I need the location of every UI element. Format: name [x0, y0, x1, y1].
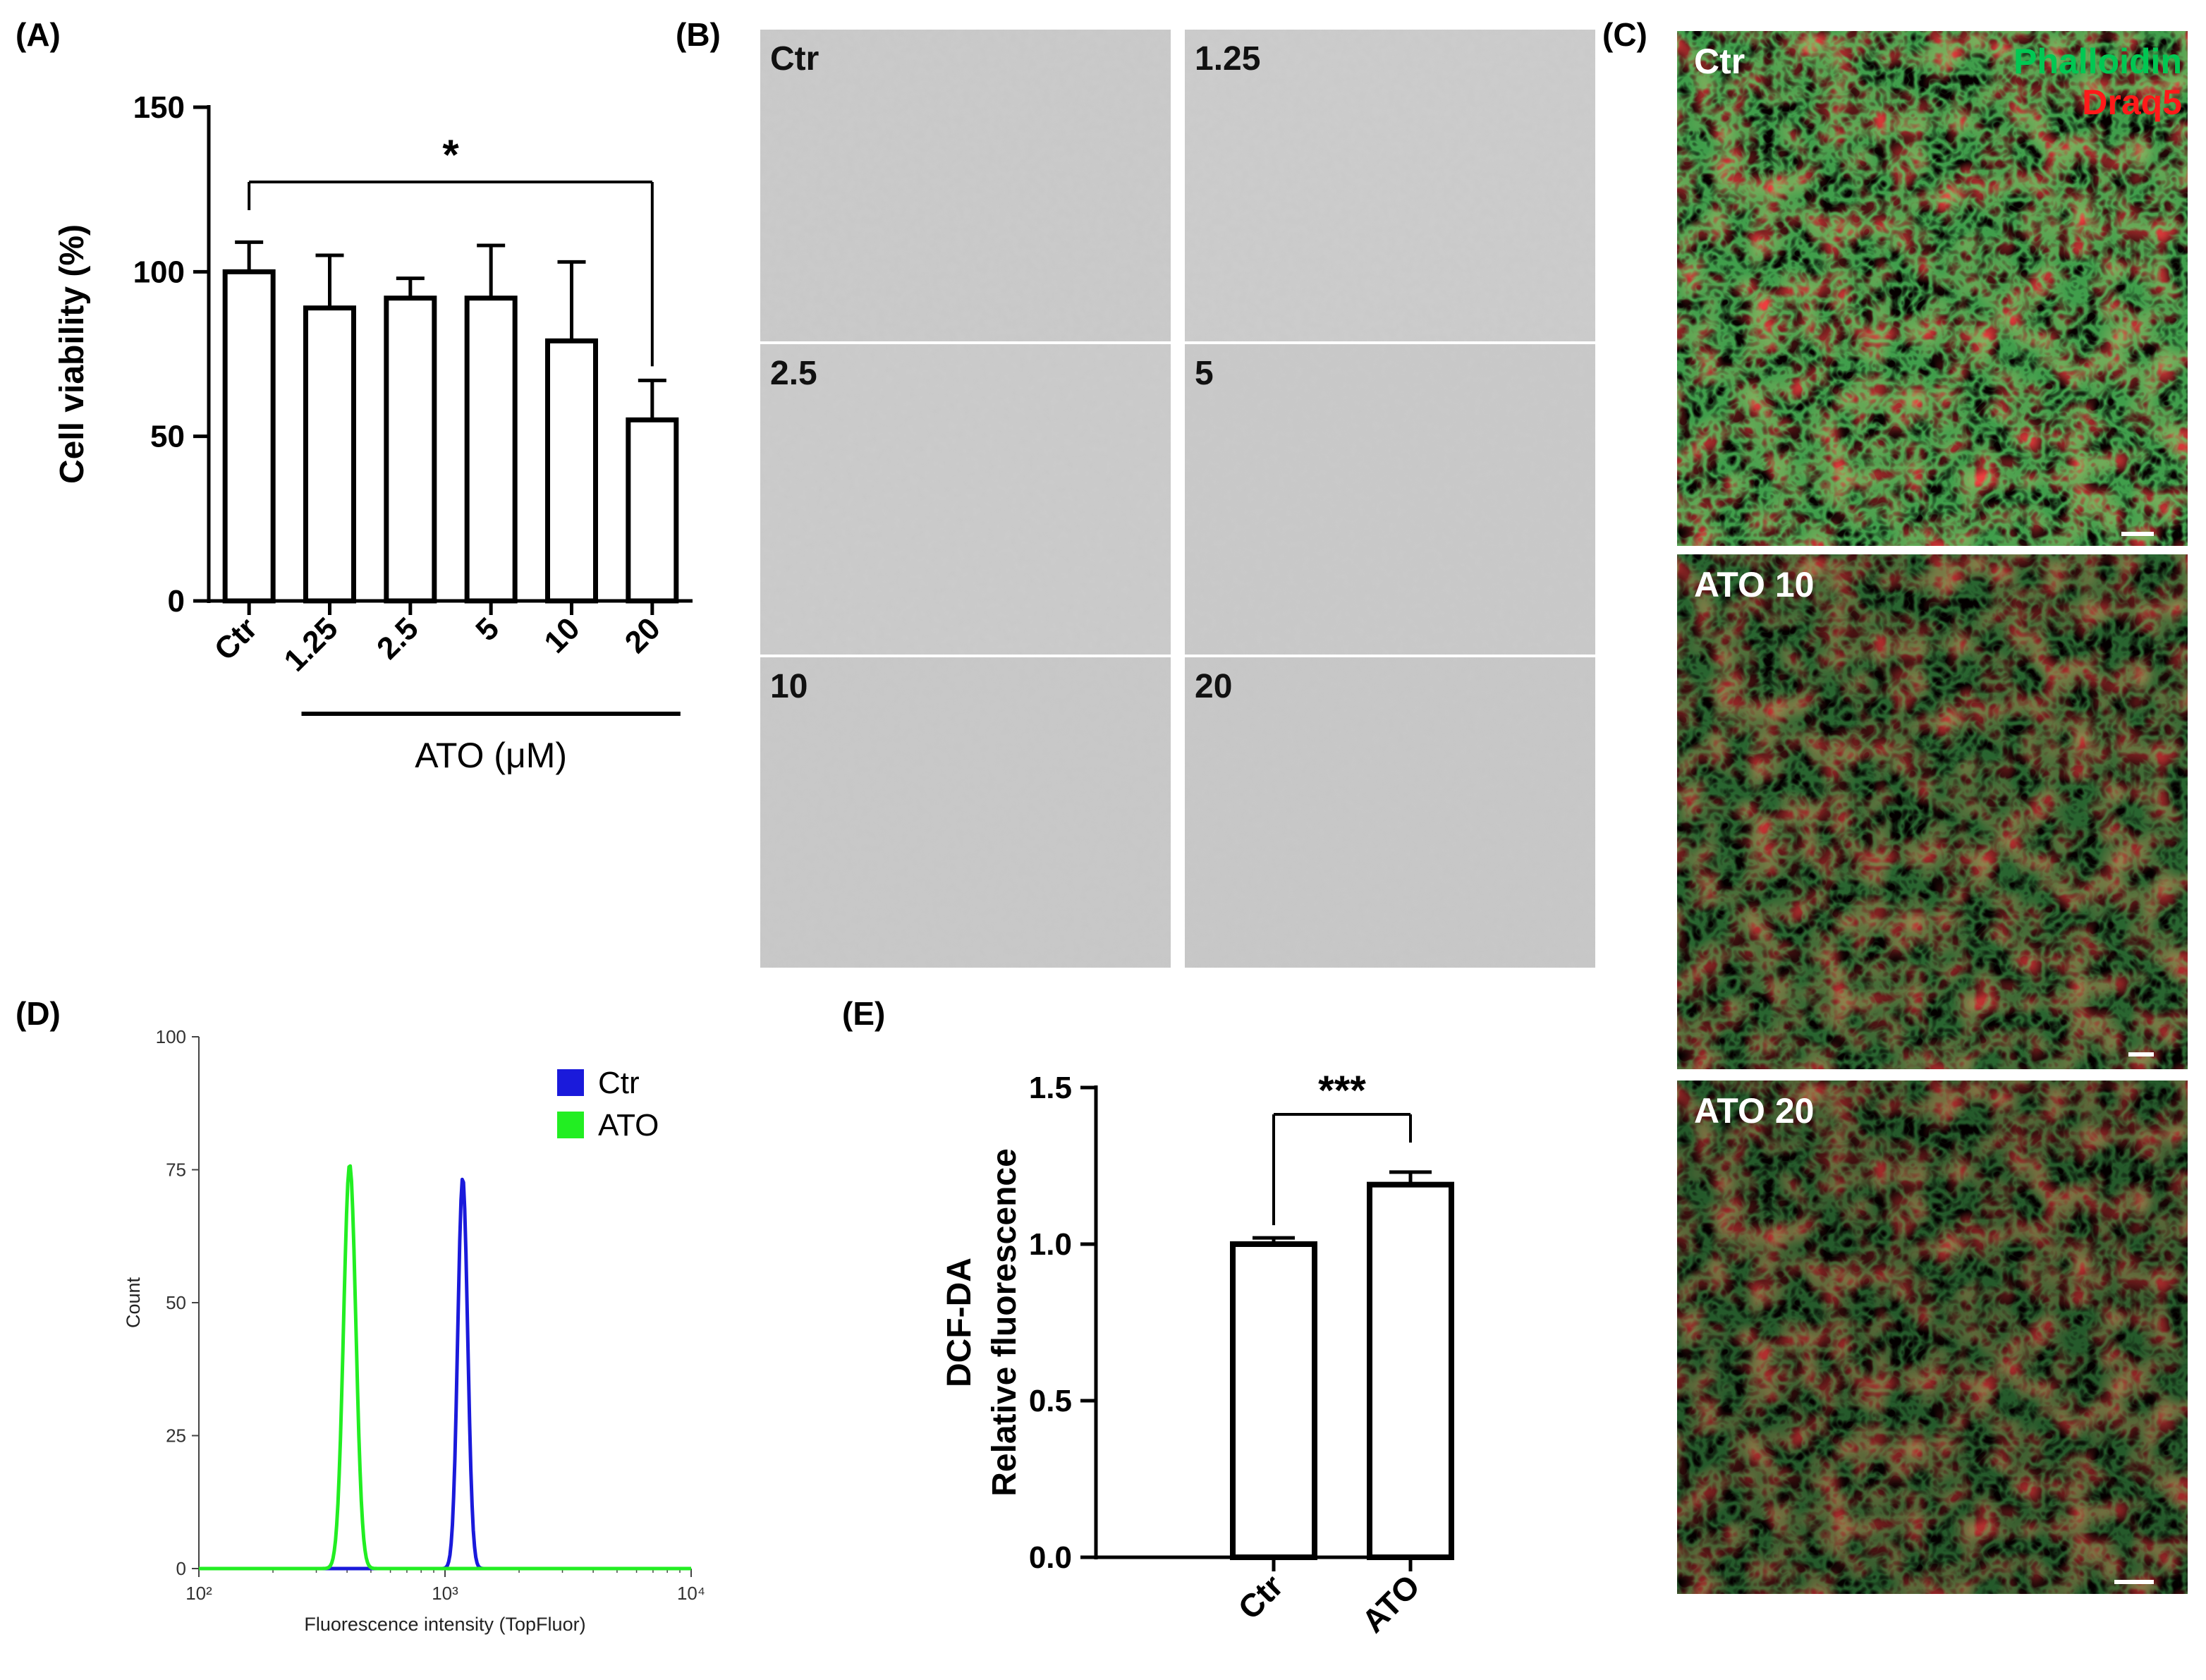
legend-phalloidin: Phalloidin	[2013, 42, 2182, 81]
x-axis-label: Fluorescence intensity (TopFluor)	[304, 1614, 585, 1635]
fluorescence-ctr-image	[1677, 31, 2188, 546]
y-tick-label: 0	[168, 584, 185, 619]
legend-label: Ctr	[598, 1066, 640, 1100]
fluorescence-ctr: Ctr Phalloidin Draq5	[1677, 31, 2188, 546]
micrograph-20: 20	[1185, 657, 1595, 968]
y-tick-label: 0	[176, 1558, 186, 1579]
dcf-da-chart: 0.0 0.5 1.0 1.5 DCF-DA Relative fluorescence C…	[941, 1068, 1454, 1640]
y-axis-label: Count	[123, 1277, 144, 1328]
x-tick-label: 10	[537, 611, 586, 659]
micrograph-1-25: 1.25	[1185, 30, 1595, 341]
micrograph-10-image	[760, 657, 1171, 968]
y-tick-label: 75	[166, 1159, 186, 1181]
x-tick-label: 10³	[432, 1583, 458, 1604]
micrograph-1-25-image	[1185, 30, 1595, 341]
panel-b-label: (B)	[676, 16, 721, 53]
micrograph-label: 1.25	[1195, 40, 1261, 78]
fluorescence-label: Ctr	[1694, 42, 1745, 81]
bar	[1230, 1241, 1317, 1560]
x-tick-label: 5	[469, 611, 506, 647]
scale-bar	[2121, 532, 2154, 536]
bar	[303, 305, 356, 604]
bar	[464, 296, 518, 604]
scale-bar	[2114, 1580, 2154, 1584]
legend-label: ATO	[598, 1108, 659, 1143]
y-axis-label-line-1: DCF-DA	[941, 1258, 978, 1387]
fluorescence-ato-20: ATO 20	[1677, 1081, 2188, 1594]
panel-a-label: (A)	[16, 16, 61, 53]
micrograph-10: 10	[760, 657, 1171, 968]
panel-e-label: (E)	[842, 995, 886, 1032]
y-axis-label: Cell viability (%)	[54, 224, 91, 484]
cell-viability-chart: 0 50 100 150 Cell viability (%) Ctr 1.25 2.5 5 10…	[54, 90, 693, 775]
y-tick-label: 25	[166, 1425, 186, 1447]
micrograph-2-5: 2.5	[760, 344, 1171, 655]
bar	[545, 338, 598, 604]
micrograph-2-5-image	[760, 344, 1171, 655]
bar	[1367, 1181, 1454, 1560]
y-tick-label: 50	[166, 1292, 186, 1313]
fluorescence-ato-20-image	[1677, 1081, 2188, 1594]
scale-bar	[2128, 1052, 2154, 1057]
bar	[626, 417, 679, 604]
y-tick-label: 1.0	[1029, 1227, 1072, 1262]
legend-swatch	[557, 1112, 584, 1138]
y-tick-label: 100	[156, 1026, 186, 1047]
x-tick-label: ATO	[1355, 1567, 1427, 1639]
x-tick-label: 2.5	[370, 611, 425, 666]
micrograph-ctr-image	[760, 30, 1171, 341]
micrograph-5-image	[1185, 344, 1595, 655]
legend-draq5: Draq5	[2082, 83, 2182, 122]
y-tick-label: 1.5	[1029, 1071, 1072, 1105]
fluorescence-label: ATO 10	[1694, 565, 1815, 604]
y-tick-label: 100	[133, 255, 185, 289]
micrograph-ctr: Ctr	[760, 30, 1171, 341]
significance-marker: ***	[1318, 1068, 1366, 1114]
flow-cytometry-histogram: 0 25 50 75 100 10² 10³ 10⁴ Fluorescence intensit…	[123, 1026, 705, 1635]
fluorescence-label: ATO 20	[1694, 1091, 1815, 1131]
legend-swatch	[557, 1069, 584, 1096]
bar	[384, 296, 437, 604]
bar	[222, 269, 276, 604]
micrograph-label: Ctr	[770, 40, 819, 78]
y-tick-label: 150	[133, 90, 185, 125]
micrograph-label: 10	[770, 668, 808, 705]
panel-d-label: (D)	[16, 995, 61, 1032]
histogram-series-ctr	[198, 1177, 692, 1571]
y-axis-label-line-2: Relative fluorescence	[986, 1148, 1023, 1497]
fluorescence-ato-10-image	[1677, 554, 2188, 1069]
y-tick-label: 0.5	[1029, 1384, 1072, 1418]
micrograph-5: 5	[1185, 344, 1595, 655]
y-tick-label: 0.0	[1029, 1540, 1072, 1575]
micrograph-label: 20	[1195, 668, 1233, 705]
x-tick-label: 1.25	[277, 611, 344, 678]
y-tick-label: 50	[150, 420, 185, 454]
x-tick-label: 20	[618, 611, 667, 659]
fluorescence-ato-10: ATO 10	[1677, 554, 2188, 1069]
x-tick-label: 10⁴	[677, 1583, 705, 1604]
micrograph-label: 2.5	[770, 355, 817, 392]
significance-marker: *	[442, 131, 459, 178]
panel-c-label: (C)	[1602, 16, 1647, 53]
histogram-series-ato	[198, 1164, 692, 1571]
group-label: ATO (μM)	[415, 736, 567, 775]
x-tick-label: Ctr	[1231, 1567, 1290, 1626]
x-tick-label: Ctr	[208, 611, 264, 667]
micrograph-label: 5	[1195, 355, 1214, 392]
micrograph-20-image	[1185, 657, 1595, 968]
x-tick-label: 10²	[185, 1583, 212, 1604]
